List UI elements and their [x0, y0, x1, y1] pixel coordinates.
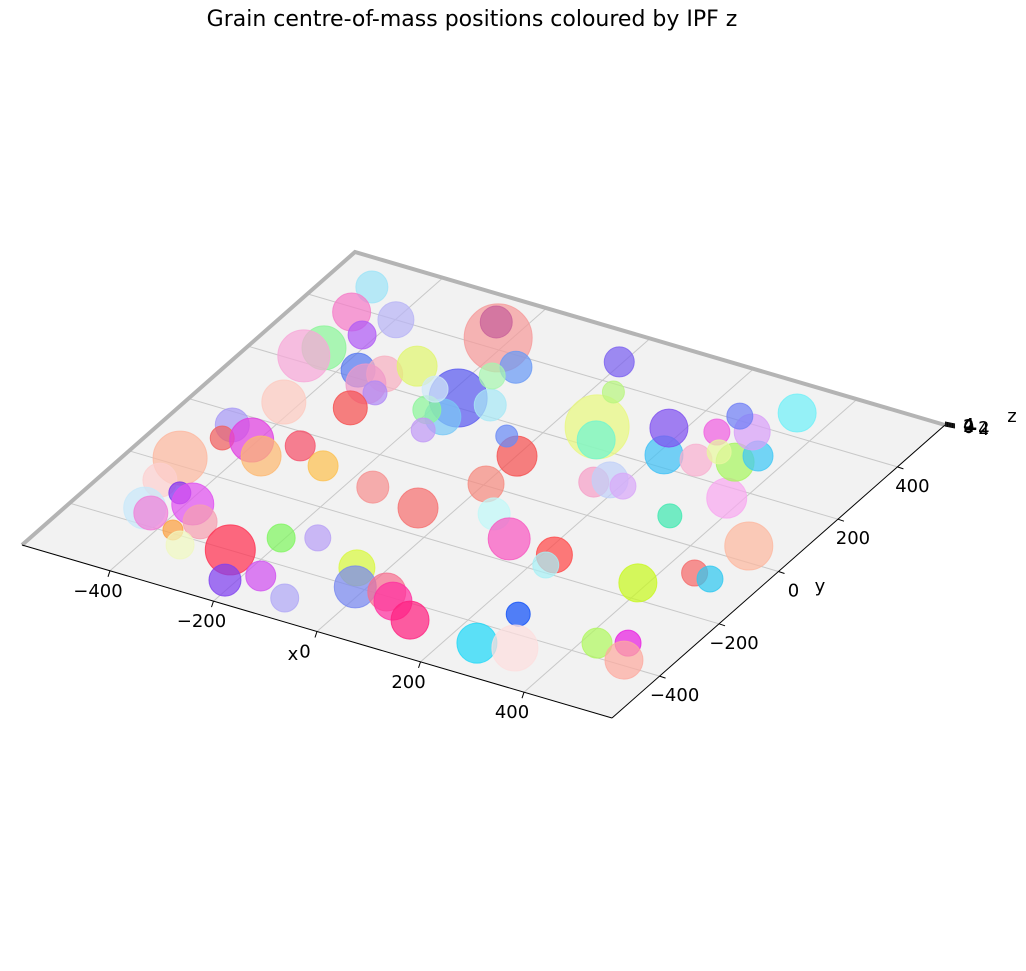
- grain-point: [270, 583, 300, 613]
- tick-mark: [418, 661, 421, 669]
- grain-point: [421, 375, 449, 403]
- z-tick-label: −4: [963, 419, 990, 440]
- grain-point: [377, 301, 415, 339]
- z-tick-label: 0: [963, 417, 974, 438]
- grain-point: [609, 472, 637, 500]
- tick-mark: [944, 422, 956, 426]
- x-tick-label: −400: [73, 581, 122, 602]
- tick-mark: [314, 631, 318, 638]
- grain-point: [456, 622, 498, 664]
- grain-point: [307, 450, 339, 482]
- tick-mark: [897, 466, 904, 470]
- grain-point: [706, 477, 748, 519]
- tick-mark: [944, 423, 956, 427]
- x-axis-label: x: [288, 644, 299, 665]
- y-tick-label: −400: [650, 685, 699, 706]
- tick-mark: [107, 570, 111, 577]
- tick-mark: [521, 692, 525, 699]
- grain-point: [532, 551, 560, 579]
- x-tick-label: −200: [177, 611, 226, 632]
- tick-mark: [944, 421, 956, 425]
- tick-mark: [718, 623, 726, 627]
- y-tick-label: 400: [895, 476, 929, 497]
- y-tick-label: 0: [788, 581, 799, 602]
- z-axis-label: z: [1007, 406, 1016, 427]
- grain-point: [277, 329, 331, 383]
- grain-point: [696, 565, 724, 593]
- grain-point: [133, 495, 169, 531]
- z-tick-label: 2: [963, 416, 974, 437]
- grain-point: [473, 388, 507, 422]
- x-axis-line: [21, 544, 613, 719]
- grain-point: [261, 379, 307, 425]
- grain-point: [245, 560, 277, 592]
- grid-line: [128, 450, 720, 625]
- grain-point: [649, 408, 689, 448]
- grain-point: [356, 470, 390, 504]
- grain-point: [777, 393, 817, 433]
- grain-point: [467, 465, 505, 503]
- grain-point: [390, 600, 430, 640]
- tick-mark: [944, 424, 956, 428]
- grain-point: [724, 521, 774, 571]
- grain-point: [601, 380, 625, 404]
- tick-mark: [659, 675, 666, 679]
- tick-mark: [778, 571, 785, 574]
- y-axis-label: y: [815, 576, 826, 597]
- grain-point: [491, 624, 539, 672]
- grain-point: [726, 402, 754, 430]
- chart-title: Grain centre-of-mass positions coloured …: [207, 7, 738, 32]
- grain-point: [332, 390, 368, 426]
- x-tick-label: 400: [495, 702, 529, 723]
- grain-point: [165, 530, 195, 560]
- grain-point: [266, 523, 296, 553]
- x-tick-label: 200: [391, 672, 425, 693]
- grain-point: [208, 563, 242, 597]
- grain-point: [581, 627, 613, 659]
- tick-mark: [211, 600, 214, 608]
- grain-point: [347, 320, 377, 350]
- grain-point: [304, 524, 332, 552]
- y-axis-line: [611, 424, 946, 719]
- grain-point: [487, 517, 531, 561]
- tick-mark: [944, 425, 956, 429]
- y-tick-label: −200: [709, 633, 758, 654]
- tick-mark: [837, 518, 845, 522]
- grain-point: [618, 563, 658, 603]
- z-tick-label: 4: [963, 415, 974, 436]
- grain-point: [657, 503, 683, 529]
- grain-point: [479, 305, 513, 339]
- grain-point: [182, 504, 218, 540]
- grain-point: [576, 420, 616, 460]
- x-tick-label: 0: [299, 642, 310, 663]
- grain-point: [362, 380, 388, 406]
- grain-point: [478, 362, 506, 390]
- grain-point: [604, 640, 644, 680]
- grain-point: [240, 435, 282, 477]
- y-tick-label: 200: [836, 528, 870, 549]
- grain-point: [397, 487, 439, 529]
- grain-point: [410, 417, 436, 443]
- z-tick-label: −2: [963, 418, 990, 439]
- back-pane-edge: [20, 249, 946, 547]
- grain-point: [495, 424, 519, 448]
- grain-point: [505, 601, 531, 627]
- grain-point: [603, 346, 635, 378]
- grain-point: [706, 439, 732, 465]
- grain-point: [355, 270, 389, 304]
- grain-point: [284, 430, 316, 462]
- grain-point: [396, 345, 438, 387]
